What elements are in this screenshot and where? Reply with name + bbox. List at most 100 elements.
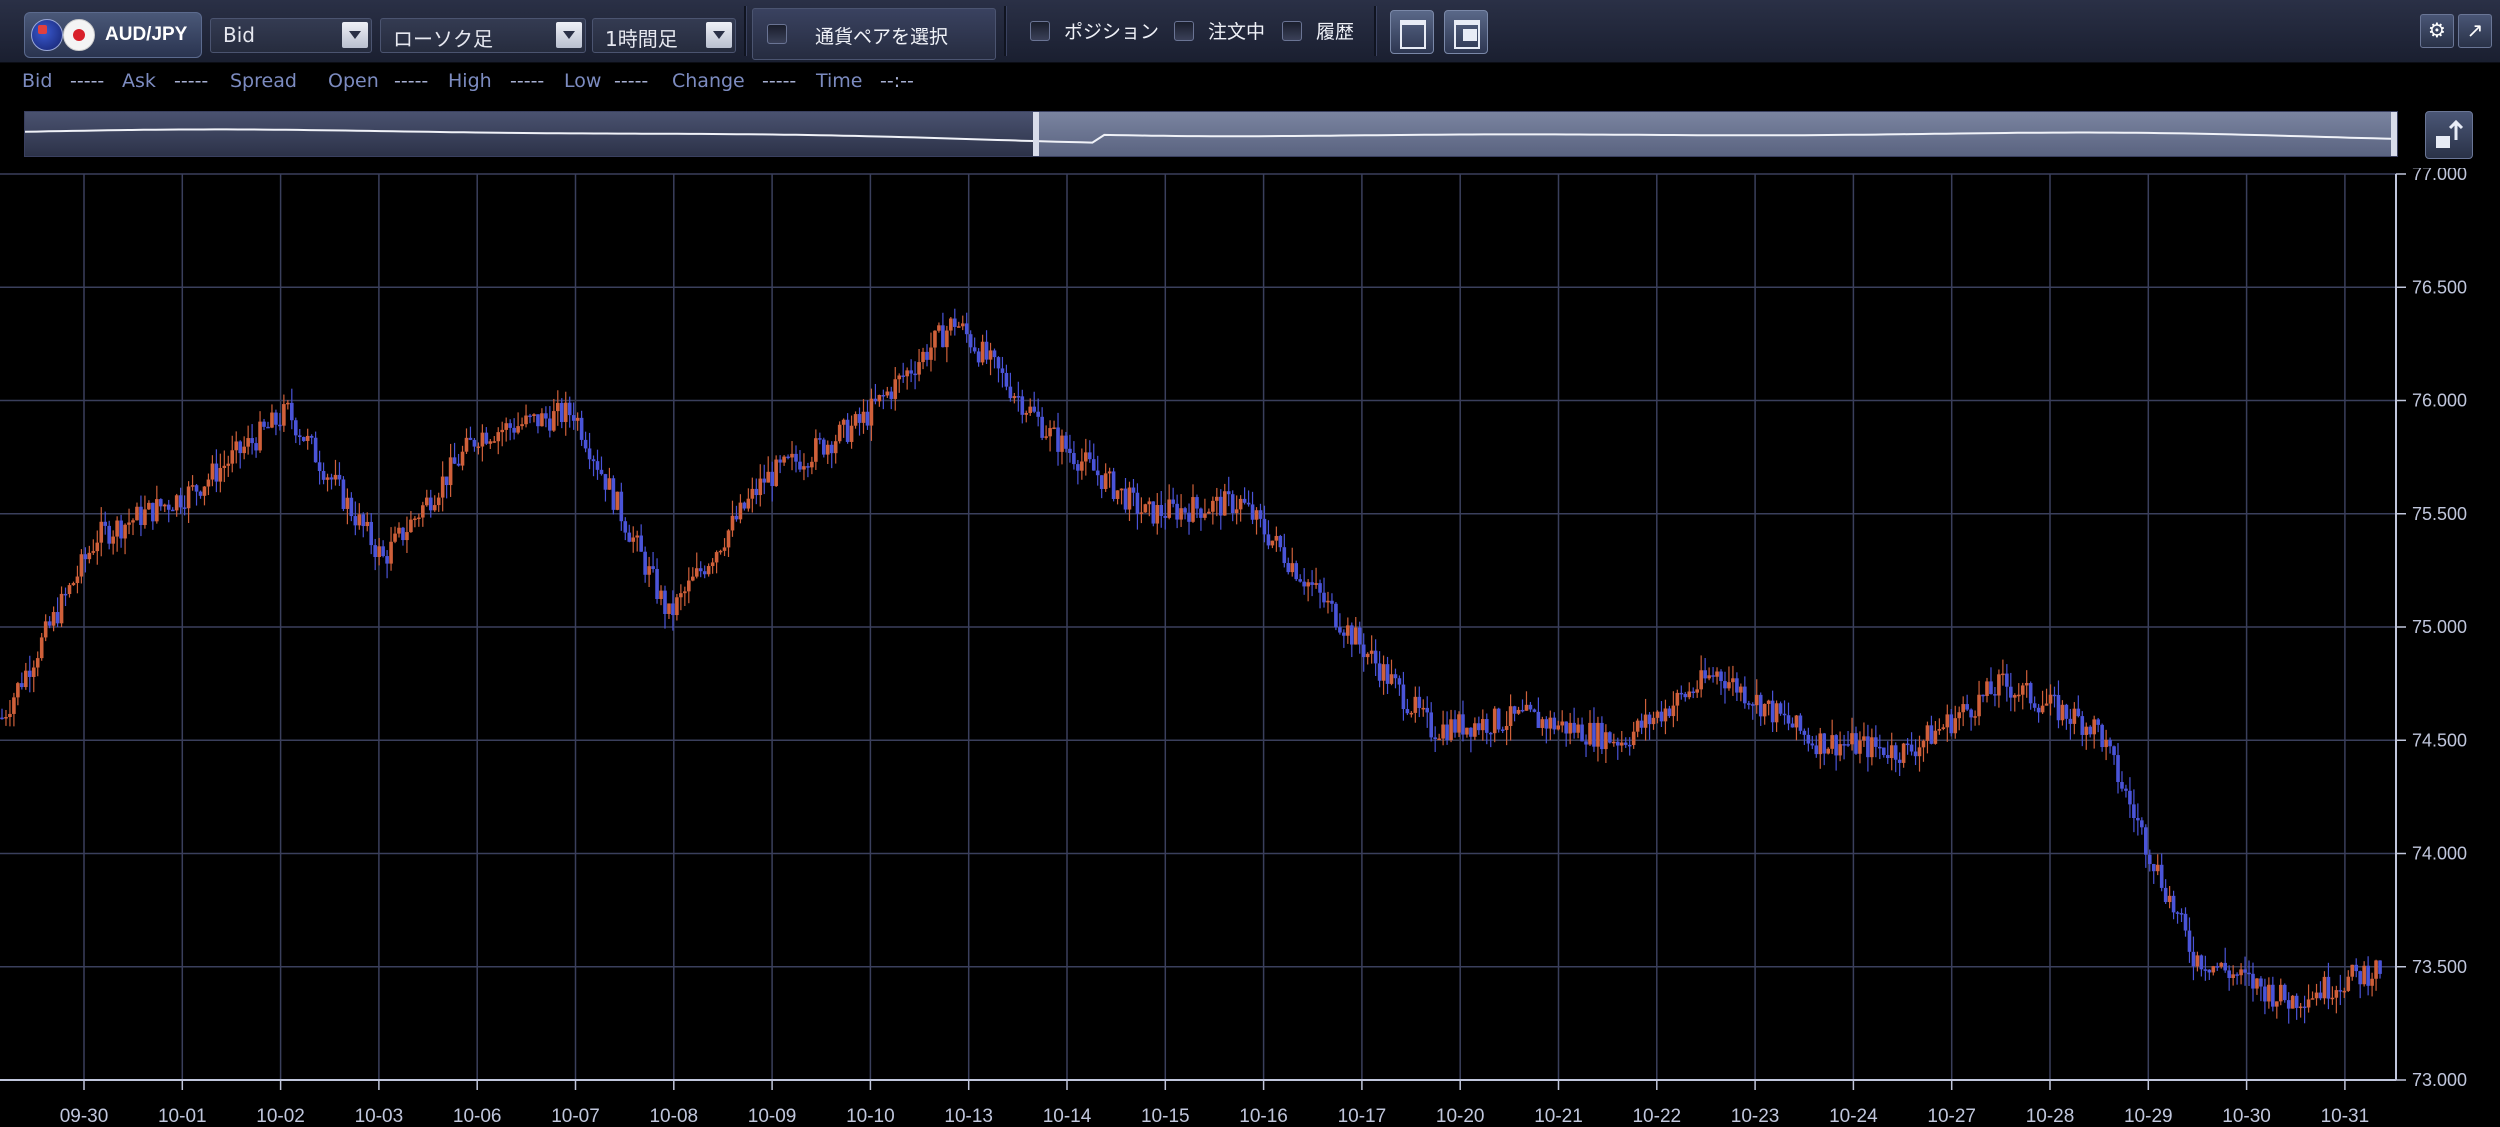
- candle-body: [2255, 978, 2259, 989]
- candle-body: [385, 556, 389, 564]
- candle-body: [1854, 733, 1858, 754]
- candle-body: [87, 552, 92, 560]
- candle-body: [667, 603, 671, 614]
- candle-body: [571, 415, 576, 421]
- currency-pair-button[interactable]: AUD/JPY: [24, 12, 202, 58]
- navigator-expand-button[interactable]: [2425, 111, 2473, 159]
- chart-type-select[interactable]: ローソク足: [380, 18, 586, 53]
- candle-body: [1024, 412, 1029, 415]
- ask-value: -----: [174, 70, 209, 92]
- candle-body: [734, 515, 739, 520]
- candle-body: [1191, 497, 1195, 522]
- candle-body: [1945, 714, 1950, 728]
- x-tick-label: 10-22: [1632, 1106, 1681, 1127]
- candle-body: [1584, 741, 1588, 745]
- candle-body: [436, 497, 441, 506]
- settings-button[interactable]: ⚙: [2420, 14, 2454, 48]
- candle-body: [401, 527, 405, 541]
- candle-body: [472, 439, 477, 447]
- candle-body: [468, 437, 473, 440]
- candle-body: [2024, 683, 2029, 686]
- candle-body: [135, 506, 139, 521]
- pair-select-checkbox[interactable]: [767, 24, 787, 44]
- price-chart[interactable]: 77.000 76.500 76.000 75.500 75.000 74.500 74.0…: [0, 168, 2500, 1127]
- candle-body: [1282, 547, 1287, 564]
- x-tick-label: 10-29: [2124, 1106, 2173, 1127]
- position-checkbox[interactable]: [1030, 21, 1050, 41]
- chevron-down-icon[interactable]: [706, 22, 732, 48]
- candle-body: [2314, 992, 2319, 999]
- candle-body: [202, 486, 207, 496]
- candle-body: [1917, 747, 1922, 757]
- candle-body: [67, 585, 72, 595]
- chart-navigator[interactable]: [24, 111, 2398, 157]
- candle-body: [123, 524, 127, 539]
- candle-body: [1909, 744, 1914, 752]
- candle-body: [321, 471, 326, 480]
- candle-body: [1699, 670, 1703, 690]
- candle-body: [2342, 990, 2347, 993]
- candle-body: [186, 486, 191, 509]
- candle-body: [480, 432, 485, 447]
- candle-body: [1901, 743, 1906, 763]
- pair-select-toggle[interactable]: 通貨ペアを選択: [752, 8, 996, 60]
- navigator-right-handle[interactable]: [2391, 112, 2397, 156]
- candle-body: [738, 502, 743, 520]
- candle-body: [1203, 513, 1207, 518]
- candle-body: [984, 341, 989, 360]
- candle-body: [1461, 714, 1465, 735]
- candle-body: [1318, 583, 1322, 593]
- draw-tool-button[interactable]: [1390, 10, 1434, 54]
- popout-button[interactable]: ↗: [2458, 14, 2492, 48]
- candle-body: [821, 439, 826, 455]
- candle-body: [774, 459, 778, 487]
- candle-body: [139, 506, 143, 526]
- orders-checkbox[interactable]: [1174, 21, 1194, 41]
- price-type-select[interactable]: Bid: [210, 18, 372, 53]
- candle-body: [242, 446, 246, 454]
- history-checkbox[interactable]: [1282, 21, 1302, 41]
- candle-body: [1881, 747, 1886, 756]
- candlestick-chart-svg[interactable]: 77.000 76.500 76.000 75.500 75.000 74.500 74.0…: [0, 168, 2500, 1127]
- navigator-left-handle[interactable]: [1033, 112, 1039, 156]
- candle-body: [1822, 733, 1827, 754]
- candle-body: [1242, 498, 1247, 503]
- candle-body: [2108, 739, 2112, 747]
- candle-body: [2231, 974, 2235, 979]
- candle-body: [341, 479, 346, 509]
- candle-body: [1326, 600, 1330, 603]
- candle-body: [1671, 705, 1676, 717]
- orders-label: 注文中: [1208, 21, 1266, 43]
- candle-body: [1997, 674, 2001, 696]
- candle-body: [2187, 930, 2192, 952]
- candle-body: [2163, 887, 2168, 903]
- candle-body: [897, 375, 902, 380]
- candle-body: [1544, 719, 1549, 729]
- candle-body: [155, 499, 159, 522]
- candle-body: [1211, 500, 1215, 512]
- candle-body: [2171, 895, 2176, 913]
- candle-body: [1572, 722, 1576, 733]
- candle-body: [325, 477, 330, 480]
- popout-icon: ↗: [2466, 18, 2484, 42]
- candle-body: [444, 476, 449, 486]
- candle-body: [758, 478, 763, 496]
- indicator-button[interactable]: [1444, 10, 1488, 54]
- candle-body: [1814, 745, 1819, 755]
- price-type-value: Bid: [223, 23, 255, 47]
- chevron-down-icon[interactable]: [342, 22, 368, 48]
- candle-body: [2378, 960, 2382, 974]
- candle-body: [726, 530, 731, 548]
- candle-body: [603, 474, 608, 490]
- candle-body: [1643, 714, 1648, 728]
- high-value: -----: [510, 70, 545, 92]
- candle-body: [2088, 726, 2093, 735]
- chevron-down-icon[interactable]: [556, 22, 582, 48]
- candle-body: [389, 541, 393, 564]
- timeframe-select[interactable]: 1時間足: [592, 18, 736, 53]
- candle-body: [1691, 691, 1696, 693]
- candle-body: [976, 351, 981, 363]
- candle-body: [313, 437, 318, 463]
- candle-body: [1600, 722, 1604, 750]
- candle-body: [1290, 563, 1295, 573]
